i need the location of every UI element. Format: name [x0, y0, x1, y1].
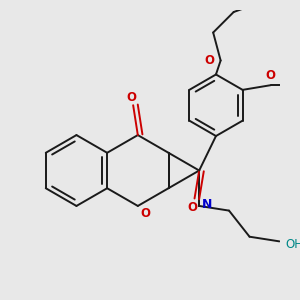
Text: O: O — [140, 207, 150, 220]
Text: O: O — [126, 91, 136, 104]
Text: O: O — [204, 54, 214, 67]
Text: O: O — [266, 69, 276, 82]
Text: O: O — [188, 201, 198, 214]
Text: OH: OH — [285, 238, 300, 251]
Text: N: N — [202, 198, 212, 211]
